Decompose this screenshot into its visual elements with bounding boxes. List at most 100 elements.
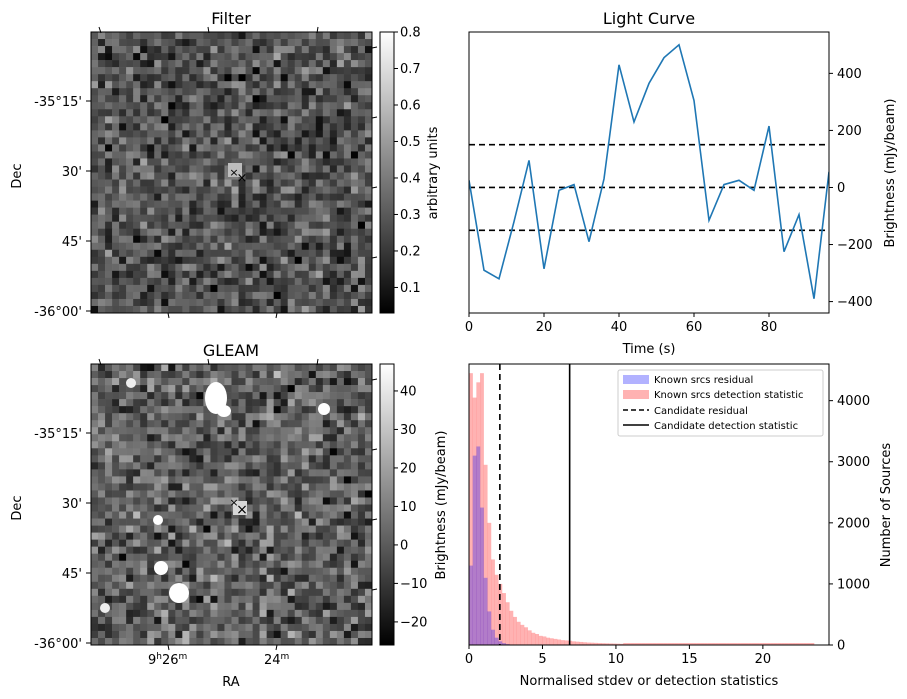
histogram-bar-detection: [520, 624, 525, 645]
histogram-bar-detection: [601, 643, 606, 645]
histogram-bar-residual: [472, 455, 477, 645]
filter-blue-marker-icon: ×: [237, 171, 248, 186]
histogram-bar-detection: [726, 643, 730, 645]
histogram-bar-detection: [729, 643, 734, 645]
filter-bottom-tick: [167, 312, 170, 319]
gleam-xlabel: RA: [222, 675, 240, 690]
histogram-bar-detection: [553, 638, 558, 645]
histogram-bar-detection: [491, 559, 495, 645]
light-curve-xlabel: Time (s): [622, 342, 676, 357]
histogram-bar-detection: [773, 643, 778, 645]
histogram-bar-detection: [788, 643, 793, 645]
histogram-bar-detection: [564, 640, 569, 645]
gleam-dec-tick-label: -36°00': [34, 637, 82, 652]
histogram-bar-detection: [700, 643, 705, 645]
histogram-bar-detection: [546, 637, 551, 645]
histogram-bar-detection: [810, 643, 815, 645]
histogram-axes: 0 5 10 15 20 0 1000 2000 3000 4000: [465, 394, 870, 667]
gleam-bright-source: [318, 403, 330, 415]
histogram-bar-detection: [737, 643, 741, 645]
colorbar-tick-label: 0.7: [400, 62, 421, 77]
y-tick-label: −400: [837, 295, 873, 310]
filter-dec-tick-label: 30': [62, 165, 82, 180]
colorbar-tick-label: 30: [400, 423, 417, 438]
filter-panel: Filter × × -35°15' 30' 45' -36°00' Dec 0…: [10, 9, 441, 320]
colorbar-tick-label: 0.3: [400, 208, 421, 223]
histogram-plot-area: [469, 364, 815, 645]
histogram-bar-detection: [784, 643, 789, 645]
histogram-bar-residual: [480, 507, 484, 645]
histogram-bar-detection: [777, 643, 782, 645]
histogram-bar-detection: [630, 643, 635, 645]
y-tick-label: 1000: [837, 577, 870, 592]
x-tick-label: 40: [611, 320, 628, 335]
histogram-bar-detection: [685, 643, 690, 645]
gleam-bright-source: [217, 405, 231, 417]
histogram-bar-detection: [689, 643, 694, 645]
y-tick-label: 4000: [837, 394, 870, 409]
histogram-bar-detection: [656, 643, 661, 645]
histogram-bar-detection: [645, 643, 649, 645]
x-tick-label: 20: [536, 320, 553, 335]
colorbar-tick-label: 0: [400, 538, 408, 553]
histogram-bar-detection: [469, 373, 473, 645]
histogram-bar-detection: [557, 639, 562, 645]
histogram-bar-detection: [480, 373, 484, 645]
histogram-bar-residual: [502, 643, 506, 645]
filter-top-tick: [316, 26, 319, 34]
colorbar-tick-label: 40: [400, 384, 417, 399]
x-tick-label: 0: [465, 652, 473, 667]
histogram-bar-detection: [626, 643, 631, 645]
histogram-bar-detection: [535, 634, 539, 645]
y-tick-label: 2000: [837, 516, 870, 531]
y-tick-label: 200: [837, 124, 862, 139]
histogram-bar-detection: [593, 642, 598, 645]
histogram-bar-detection: [494, 574, 499, 645]
filter-title: Filter: [211, 9, 251, 28]
histogram-bar-detection: [623, 643, 627, 645]
legend-label: Known srcs residual: [654, 375, 753, 386]
histogram-bar-detection: [538, 635, 543, 645]
histogram-bar-detection: [803, 643, 807, 645]
filter-top-tick: [98, 26, 102, 34]
gleam-bright-source: [154, 561, 168, 575]
histogram-ylabel: Number of Sources: [879, 443, 894, 568]
x-tick-label: 80: [761, 320, 778, 335]
x-tick-label: 5: [538, 652, 546, 667]
y-tick-label: 3000: [837, 455, 870, 470]
histogram-bar-detection: [604, 643, 609, 645]
y-tick-label: 400: [837, 67, 862, 82]
histogram-bar-detection: [660, 643, 664, 645]
gleam-panel: GLEAM × × -35°15' 30' 45' -36°00' Dec: [10, 341, 449, 690]
histogram-bar-detection: [560, 640, 565, 645]
light-curve-frame: [468, 31, 830, 314]
histogram-bar-detection: [715, 643, 719, 645]
histogram-bar-detection: [792, 643, 796, 645]
histogram-bar-detection: [505, 602, 510, 645]
histogram-bar-detection: [806, 643, 811, 645]
gleam-ylabel: Dec: [10, 495, 25, 520]
histogram-bar-detection: [744, 643, 749, 645]
histogram-bar-detection: [663, 643, 668, 645]
histogram-bar-detection: [693, 643, 697, 645]
legend-swatch-known-detection: [623, 390, 649, 399]
histogram-panel: 0 5 10 15 20 0 1000 2000 3000 4000 Normalised std…: [465, 363, 894, 689]
histogram-bar-residual: [476, 446, 481, 645]
x-tick-label: 60: [686, 320, 703, 335]
x-tick-label: 15: [681, 652, 698, 667]
histogram-bar-residual: [483, 577, 488, 645]
histogram-bar-detection: [678, 643, 683, 645]
x-tick-label: 10: [608, 652, 625, 667]
histogram-bar-residual: [494, 637, 499, 645]
histogram-bar-detection: [696, 643, 701, 645]
histogram-bar-detection: [711, 643, 716, 645]
gleam-title: GLEAM: [203, 341, 259, 360]
gleam-colorbar-ticks: 40 30 20 10 0 −10 −20: [394, 384, 427, 630]
light-curve-axes: 0 20 40 60 80 −400 −200 0 200 400: [465, 67, 873, 335]
histogram-bar-residual: [469, 565, 473, 645]
gleam-ra-tick-label: 9h26m: [148, 652, 187, 668]
gleam-colorbar-label: Brightness (mJy/beam): [434, 431, 449, 580]
histogram-bar-detection: [682, 643, 686, 645]
x-tick-label: 20: [755, 652, 772, 667]
colorbar-tick-label: 20: [400, 461, 417, 476]
